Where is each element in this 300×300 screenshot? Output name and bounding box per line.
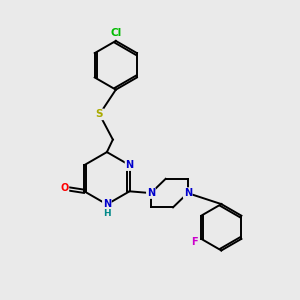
Text: N: N [147, 188, 155, 198]
Text: F: F [191, 237, 198, 248]
Text: S: S [96, 109, 103, 119]
Text: N: N [103, 200, 111, 209]
Text: O: O [60, 183, 68, 193]
Text: N: N [125, 160, 134, 170]
Text: Cl: Cl [110, 28, 122, 38]
Text: H: H [103, 209, 111, 218]
Text: N: N [184, 188, 192, 198]
